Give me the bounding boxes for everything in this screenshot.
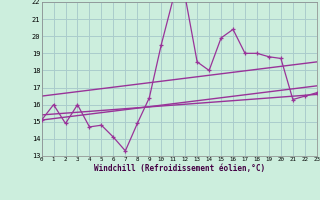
X-axis label: Windchill (Refroidissement éolien,°C): Windchill (Refroidissement éolien,°C) — [94, 164, 265, 173]
